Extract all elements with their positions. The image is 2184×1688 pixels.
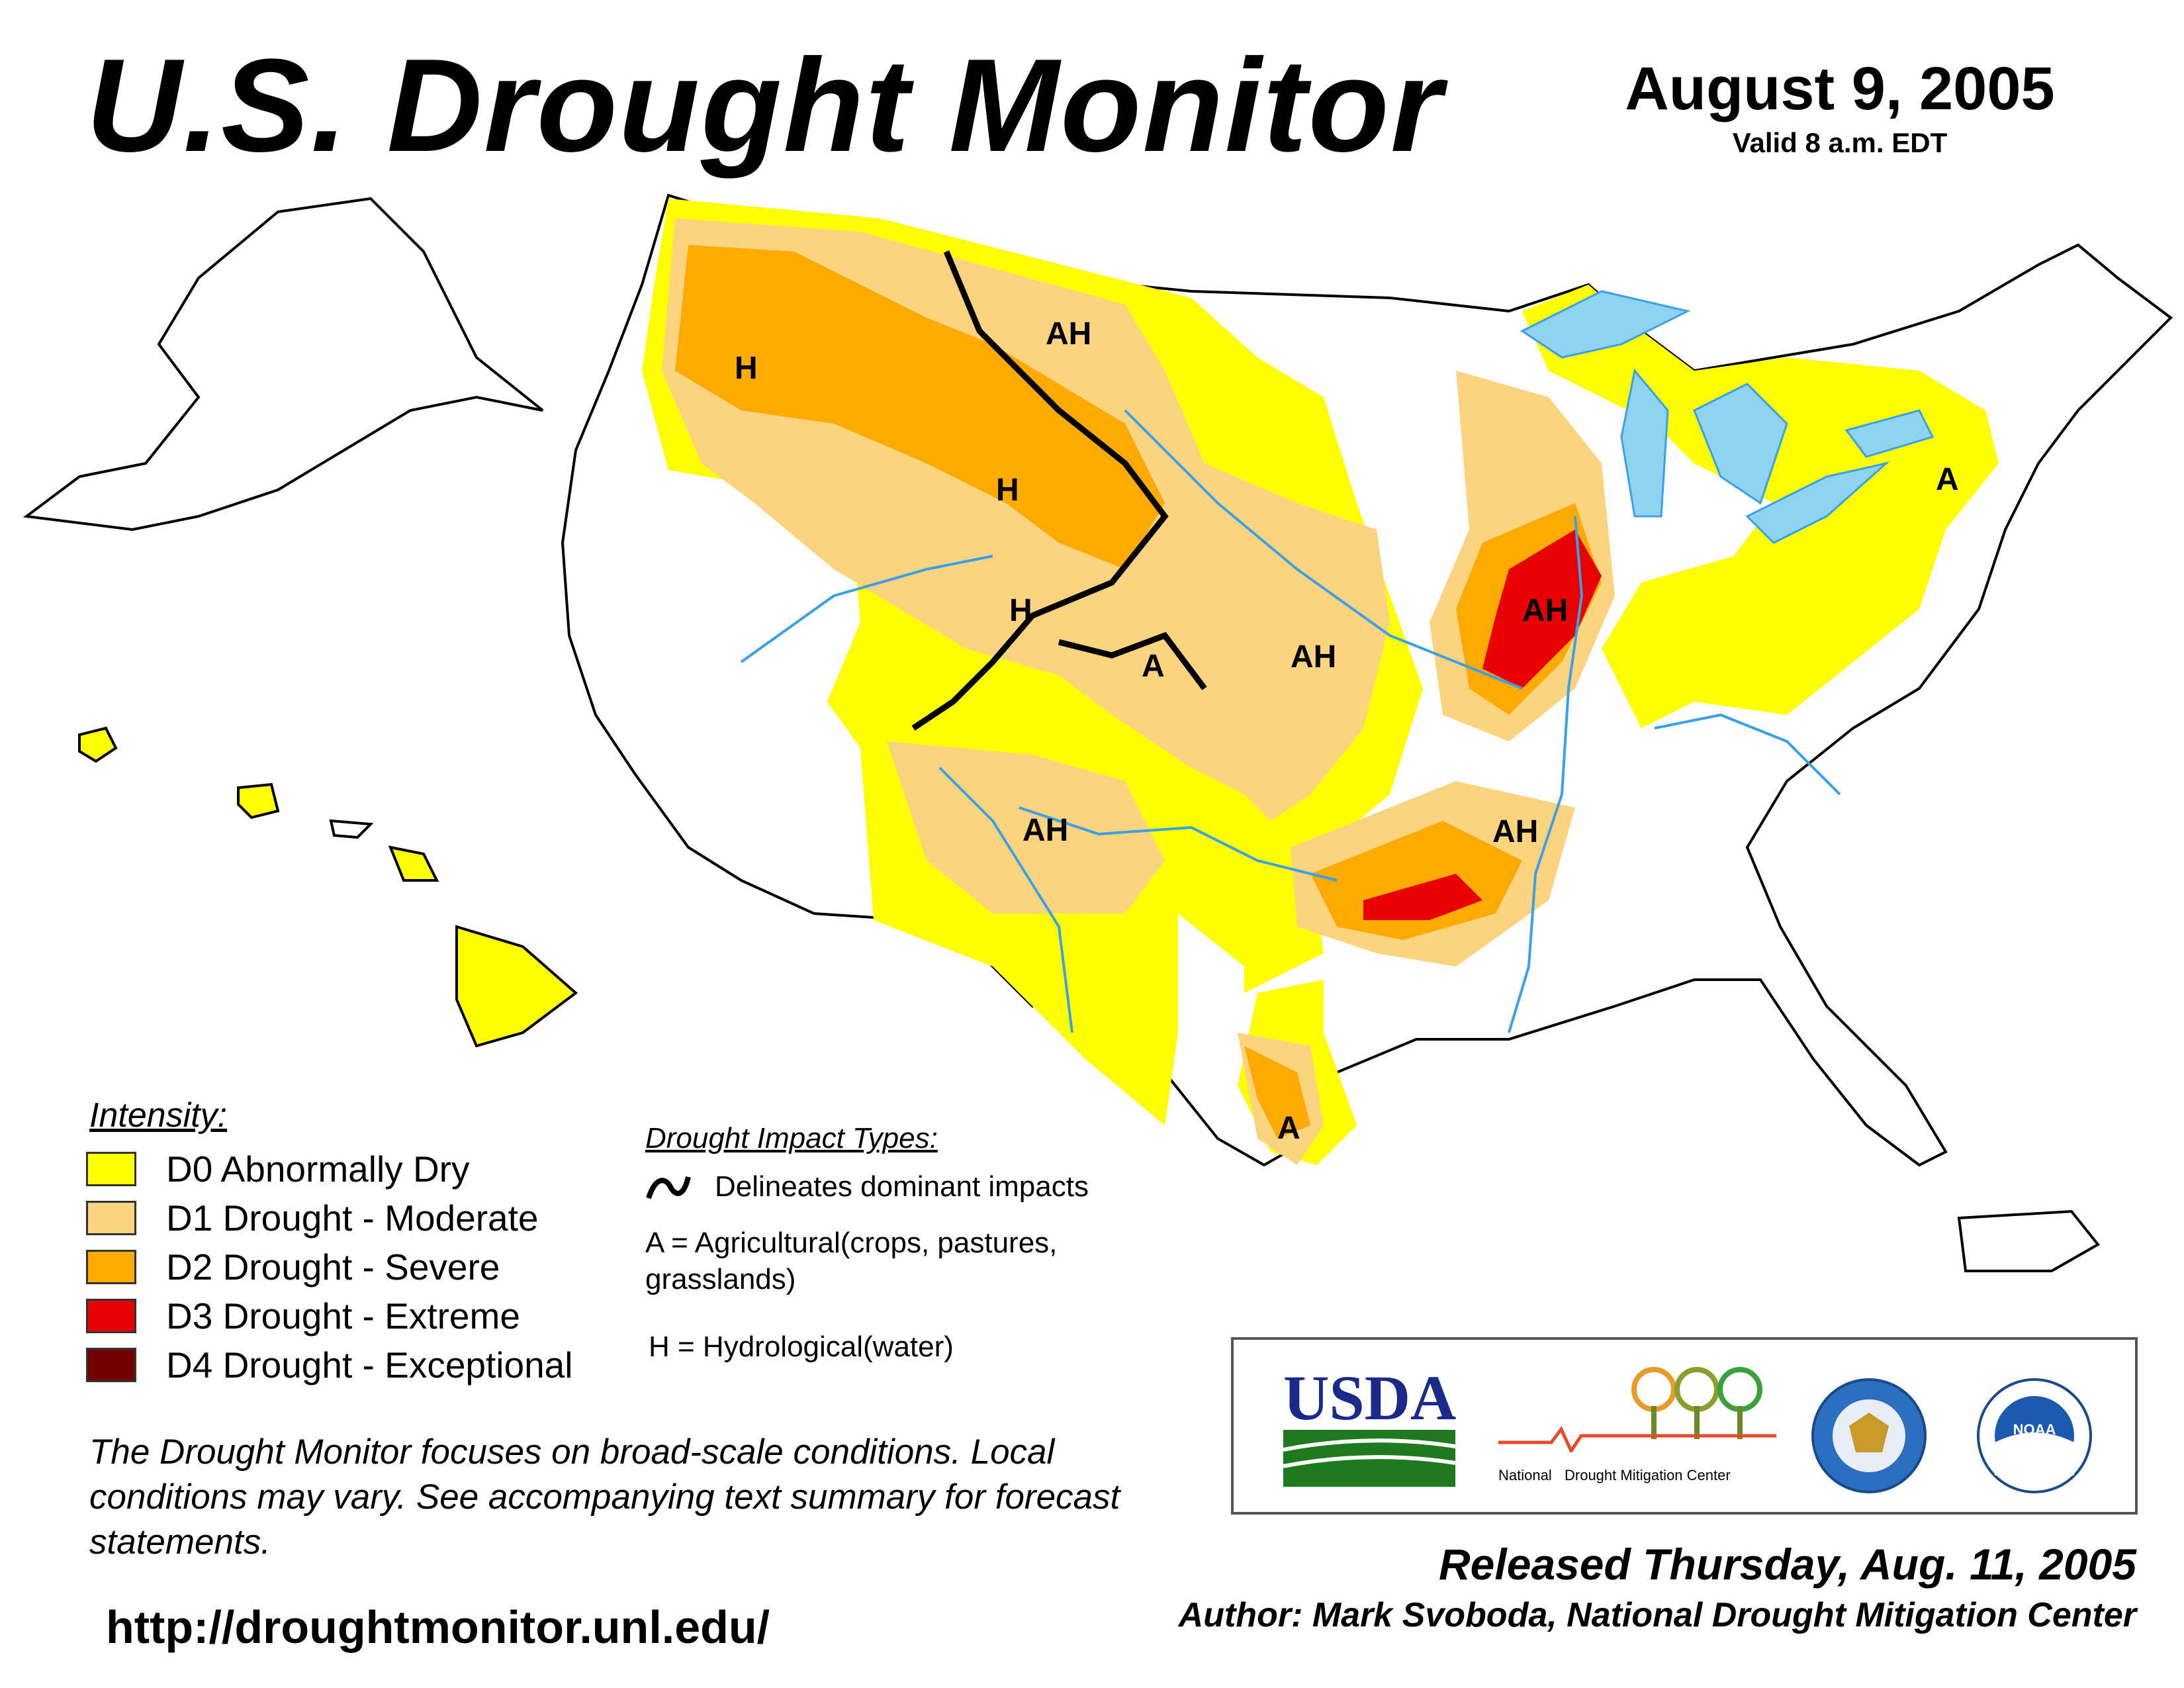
map-label-h-utah: H <box>1009 593 1032 628</box>
map-label-ah-illinois: AH <box>1522 593 1568 628</box>
map-label-a-new-york: A <box>1936 462 1959 497</box>
legend-item-d3: D3 Drought - Extreme <box>86 1295 520 1336</box>
website-link[interactable]: http://droughtmonitor.unl.edu/ <box>106 1601 770 1653</box>
ndmc-logo: National Drought Mitigation Center <box>1498 1366 1783 1492</box>
map-label-h-oregon: H <box>735 351 758 386</box>
page-title: U.S. Drought Monitor <box>86 32 1443 179</box>
commerce-seal-icon <box>1811 1378 1927 1493</box>
impact-a-desc: A = Agricultural(crops, pastures, grassl… <box>645 1227 1058 1295</box>
ndmc-text-a: National <box>1498 1467 1552 1483</box>
legend-item-d1: D1 Drought - Moderate <box>86 1197 539 1239</box>
legend-swatch <box>86 1250 136 1284</box>
ndmc-pulse-icon <box>1498 1426 1776 1452</box>
map-label-a-texas: A <box>1277 1111 1300 1146</box>
legend-swatch <box>86 1348 136 1382</box>
map-label-ah-montana: AH <box>1046 316 1091 352</box>
ndmc-trees-icon <box>1631 1367 1762 1439</box>
map-label-ah-arkansas: AH <box>1492 814 1538 849</box>
usda-field-icon <box>1283 1430 1455 1487</box>
great-lakes <box>1520 290 1934 544</box>
alaska <box>23 197 544 532</box>
legend-label: D1 Drought - Moderate <box>166 1197 539 1239</box>
map-label-a-colorado: A <box>1142 649 1165 684</box>
legend-label: D4 Drought - Exceptional <box>166 1344 573 1385</box>
map-label-ah-new-mexico: AH <box>1023 813 1068 848</box>
disclaimer-note: The Drought Monitor focuses on broad-sca… <box>89 1432 1120 1562</box>
map-date: August 9, 2005 <box>1625 55 2055 122</box>
author-credit: Author: Mark Svoboda, National Drought M… <box>1178 1596 2136 1634</box>
map-label-h-wyoming: H <box>996 473 1019 508</box>
release-date: Released Thursday, Aug. 11, 2005 <box>1438 1540 2136 1589</box>
noaa-icon <box>1977 1378 2092 1493</box>
legend-label: D0 Abnormally Dry <box>166 1149 470 1190</box>
impact-types-title: Drought Impact Types: <box>645 1122 938 1154</box>
valid-time: Valid 8 a.m. EDT <box>1732 127 1948 158</box>
hawaii <box>78 726 578 1048</box>
usda-logo-text: USDA <box>1283 1362 1457 1433</box>
impact-line-desc: Delineates dominant impacts <box>715 1170 1089 1203</box>
legend-title: Intensity: <box>89 1096 228 1135</box>
legend-swatch <box>86 1299 136 1333</box>
map-label-ah-kansas: AH <box>1291 639 1336 675</box>
legend-item-d0: D0 Abnormally Dry <box>86 1149 470 1190</box>
noaa-logo: NOAA <box>1975 1376 2094 1495</box>
impact-line-symbol <box>646 1176 691 1199</box>
impact-h-desc: H = Hydrological(water) <box>649 1331 954 1363</box>
noaa-text: NOAA <box>2013 1421 2056 1438</box>
legend-item-d4: D4 Drought - Exceptional <box>86 1344 573 1385</box>
legend-label: D2 Drought - Severe <box>166 1246 500 1288</box>
ndmc-text-b: Drought Mitigation Center <box>1565 1467 1731 1483</box>
legend-swatch <box>86 1201 136 1235</box>
legend-swatch <box>86 1152 136 1186</box>
legend-item-d2: D2 Drought - Severe <box>86 1246 500 1288</box>
usda-logo: USDA <box>1283 1362 1457 1487</box>
legend-label: D3 Drought - Extreme <box>166 1295 520 1336</box>
agency-logos: USDA National Drought Mitigation Center <box>1231 1337 2138 1515</box>
puerto-rico <box>1957 1209 2101 1272</box>
